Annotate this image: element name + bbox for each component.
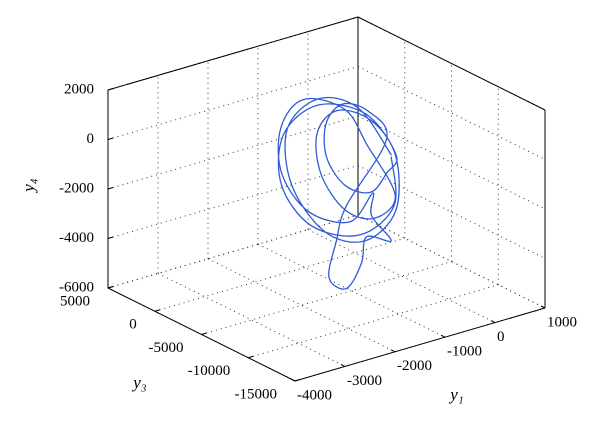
grid-line [201, 261, 452, 335]
y-tick-label: 0 [129, 317, 137, 333]
z-tick-label: 2000 [64, 81, 94, 97]
x-tick-label: 1000 [547, 314, 577, 330]
tick-mark [340, 363, 346, 367]
y-tick-label: 5000 [60, 293, 90, 309]
z-tick-label: 0 [87, 131, 95, 147]
z-tick-label: -6000 [59, 279, 94, 295]
x-tick-label: -4000 [297, 387, 332, 403]
tick-mark [107, 187, 114, 190]
tick-mark [294, 379, 301, 382]
grid-line [107, 214, 359, 289]
grid-line [107, 115, 359, 190]
axis-line [294, 307, 546, 382]
tick-mark [490, 320, 496, 324]
grid-line [257, 243, 446, 338]
tick-mark [107, 88, 114, 91]
tick-mark [201, 332, 207, 335]
grid-line [248, 284, 499, 359]
box-edge [357, 16, 546, 111]
tick-mark [248, 355, 254, 359]
z-axis-label: y₄ [19, 178, 38, 194]
y-tick-label: -15000 [235, 386, 278, 402]
x-tick-label: -2000 [397, 358, 432, 374]
tick-mark [107, 236, 114, 239]
grid-line [107, 165, 359, 239]
x-tick-label: -1000 [447, 344, 482, 360]
trajectory [277, 96, 400, 290]
tick-mark [107, 137, 114, 140]
x-tick-label: -3000 [347, 373, 382, 389]
tick-mark [290, 378, 296, 382]
z-tick-label: -2000 [59, 180, 94, 196]
tick-mark [390, 349, 396, 353]
tick-mark [154, 309, 160, 312]
tick-mark [107, 286, 114, 289]
tick-mark [540, 305, 546, 309]
grid-line [107, 66, 359, 140]
grid-line [207, 258, 396, 353]
x-axis-label: y₁ [448, 385, 463, 404]
z-tick-label: -4000 [59, 230, 94, 246]
y-tick-label: -5000 [149, 340, 184, 356]
y-tick-label: -10000 [188, 363, 231, 379]
y-axis-label: y₃ [131, 373, 147, 392]
tick-mark [440, 334, 446, 338]
box-edge [107, 16, 359, 91]
grid-line [154, 237, 405, 312]
grid-line [157, 272, 346, 367]
x-tick-label: 0 [497, 329, 505, 345]
